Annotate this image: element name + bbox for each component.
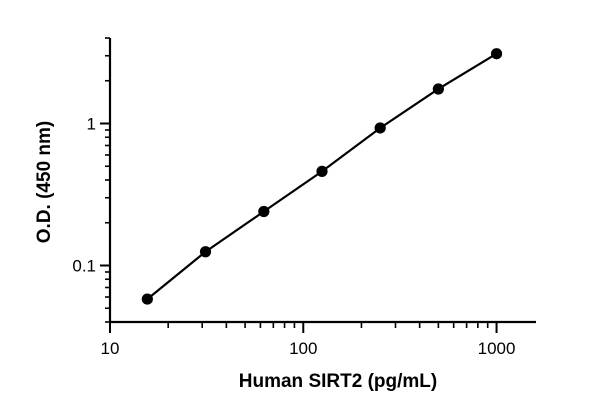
data-point [374,122,386,134]
data-point [432,83,444,95]
y-ticks: 0.11 [72,37,110,323]
data-point [490,48,503,60]
y-axis-title: O.D. (450 nm) [34,121,55,243]
x-axis-title: Human SIRT2 (pg/mL) [239,371,437,392]
y-tick-label: 0.1 [72,256,96,275]
y-tick-label: 1 [87,114,96,133]
series [141,48,503,305]
x-ticks: 10 100 1000 [101,322,516,358]
data-point [258,205,270,218]
data-point [316,165,328,177]
x-tick-label: 100 [289,339,317,358]
axes [108,38,536,324]
x-tick-label: 1000 [478,339,516,358]
data-point [199,246,212,258]
x-tick-label: 10 [101,339,120,358]
data-point [141,293,153,305]
